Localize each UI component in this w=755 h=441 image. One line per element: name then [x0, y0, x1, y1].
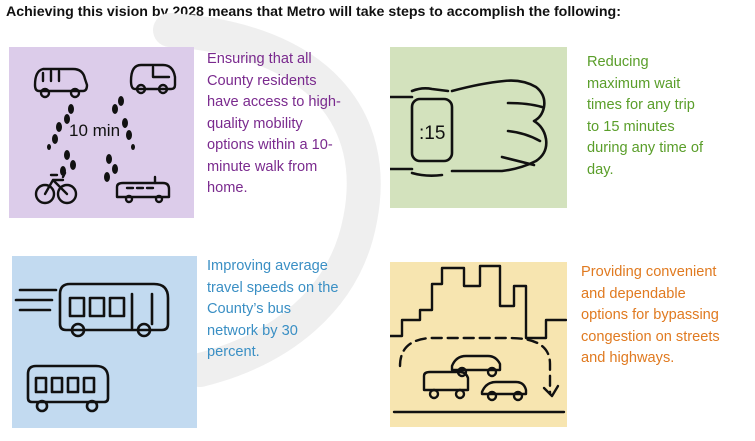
bus-icon	[26, 364, 110, 413]
caption-line: home.	[207, 180, 248, 196]
caption-line: options for bypassing	[581, 307, 719, 323]
caption-line: County’s bus	[207, 301, 292, 317]
panel-background	[390, 47, 567, 208]
caption-line: times for any trip	[587, 97, 695, 113]
section-heading: Achieving this vision by 2028 means that…	[6, 4, 621, 20]
ten-min-label: 10 min	[69, 121, 120, 140]
bus-icon	[58, 282, 170, 338]
buses-illustration	[12, 256, 197, 428]
panel-background	[9, 47, 194, 218]
van-icon	[129, 63, 177, 95]
caption-line: congestion on streets	[581, 328, 720, 345]
caption-line: network by 30	[207, 322, 298, 339]
caption-line: day.	[587, 161, 614, 178]
caption-line: maximum wait	[587, 75, 681, 92]
caption-line: and highways.	[581, 350, 675, 366]
caption-line: have access to high-	[207, 94, 341, 110]
wristwatch-illustration: :15	[390, 47, 567, 208]
bicycle-icon	[34, 171, 78, 205]
caption-line: and dependable	[581, 285, 686, 302]
watch-icon	[390, 79, 548, 177]
caption-line: travel speeds on the	[207, 279, 339, 296]
bus-icon	[115, 175, 171, 204]
caption-line: Improving average	[207, 258, 328, 274]
fifteen-label: :15	[419, 123, 445, 144]
panel-background	[390, 262, 567, 427]
caption-line: during any time of	[587, 140, 704, 156]
caption-line: Ensuring that all	[207, 51, 312, 67]
walk-10min-illustration: 10 min	[9, 47, 194, 218]
bypass-route	[398, 336, 552, 396]
wait-times-text: Reducing maximum wait times for any trip…	[587, 52, 703, 181]
speed-lines	[14, 288, 58, 312]
footprints-icon	[47, 96, 135, 182]
caption-line: quality mobility	[207, 115, 303, 132]
caption-line: County residents	[207, 72, 317, 89]
caption-line: to 15 minutes	[587, 118, 675, 135]
walk-10min-text: Ensuring that all County residents have …	[207, 49, 341, 200]
skyline	[390, 264, 567, 340]
caption-line: options within a 10-	[207, 137, 333, 153]
bus-speeds-text: Improving average travel speeds on the C…	[207, 256, 338, 364]
bypass-congestion-illustration	[390, 262, 567, 427]
van-icon	[422, 370, 470, 400]
car-icon	[480, 380, 528, 402]
caption-line: Providing convenient	[581, 264, 717, 280]
route-arrow	[542, 384, 560, 398]
caption-line: Reducing	[587, 54, 649, 70]
caption-line: minute walk from	[207, 158, 318, 175]
caption-line: percent.	[207, 344, 260, 360]
car-icon	[33, 67, 89, 99]
bypass-congestion-text: Providing convenient and dependable opti…	[581, 262, 720, 370]
